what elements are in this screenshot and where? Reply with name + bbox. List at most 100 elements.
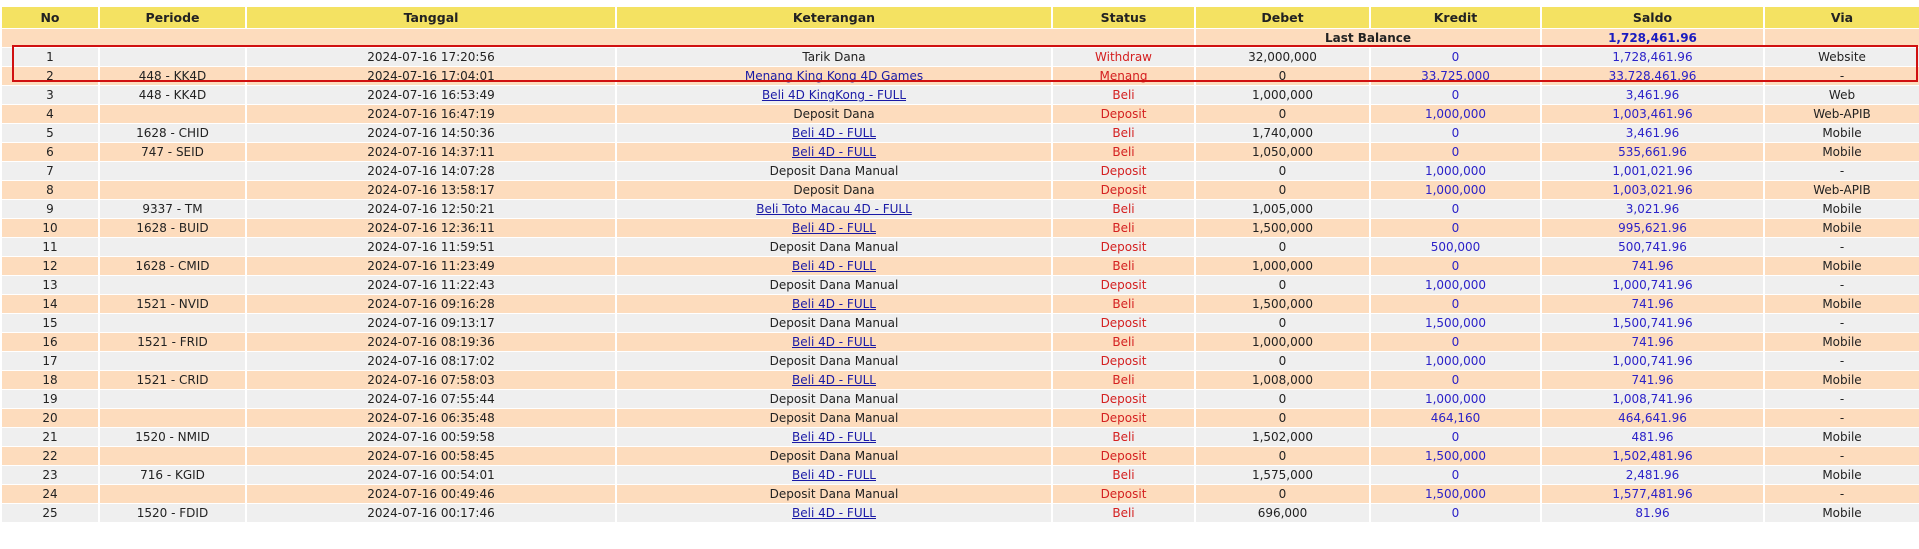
cell-via: Mobile [1765, 257, 1919, 275]
cell-status: Deposit [1053, 447, 1194, 465]
cell-keterangan: Deposit Dana Manual [617, 314, 1051, 332]
cell-via: - [1765, 352, 1919, 370]
cell-no: 14 [2, 295, 98, 313]
transaction-link[interactable]: Beli 4D KingKong - FULL [761, 88, 907, 102]
cell-via: Mobile [1765, 219, 1919, 237]
transaction-table: No Periode Tanggal Keterangan Status Debet Kre… [0, 6, 1919, 523]
table-row: 20 2024-07-16 06:35:48 Deposit Dana Manual… [2, 409, 1919, 427]
column-header-saldo[interactable]: Saldo [1542, 7, 1763, 28]
cell-tanggal: 2024-07-16 00:58:45 [247, 447, 615, 465]
cell-kredit: 0 [1371, 257, 1540, 275]
cell-keterangan: Deposit Dana Manual [617, 352, 1051, 370]
cell-tanggal: 2024-07-16 11:22:43 [247, 276, 615, 294]
transaction-link[interactable]: Beli 4D - FULL [792, 221, 876, 235]
cell-status: Withdraw [1053, 48, 1194, 66]
cell-kredit: 0 [1371, 200, 1540, 218]
cell-via: Mobile [1765, 428, 1919, 446]
cell-kredit: 1,000,000 [1371, 352, 1540, 370]
cell-no: 5 [2, 124, 98, 142]
cell-saldo: 535,661.96 [1542, 143, 1763, 161]
cell-saldo: 1,728,461.96 [1542, 48, 1763, 66]
cell-periode [100, 276, 245, 294]
cell-via: Web [1765, 86, 1919, 104]
column-header-status[interactable]: Status [1053, 7, 1194, 28]
cell-keterangan: Deposit Dana [617, 105, 1051, 123]
cell-tanggal: 2024-07-16 07:55:44 [247, 390, 615, 408]
cell-no: 18 [2, 371, 98, 389]
cell-keterangan: Deposit Dana Manual [617, 162, 1051, 180]
cell-status: Deposit [1053, 314, 1194, 332]
table-row: 11 2024-07-16 11:59:51 Deposit Dana Manual… [2, 238, 1919, 256]
cell-via: Web-APIB [1765, 181, 1919, 199]
cell-tanggal: 2024-07-16 14:50:36 [247, 124, 615, 142]
cell-tanggal: 2024-07-16 14:37:11 [247, 143, 615, 161]
cell-saldo: 995,621.96 [1542, 219, 1763, 237]
cell-keterangan: Beli 4D - FULL [617, 143, 1051, 161]
cell-status: Beli [1053, 466, 1194, 484]
cell-no: 17 [2, 352, 98, 370]
cell-keterangan: Deposit Dana Manual [617, 447, 1051, 465]
cell-kredit: 0 [1371, 333, 1540, 351]
cell-periode [100, 162, 245, 180]
table-row: 10 1628 - BUID 2024-07-16 12:36:11 Beli 4D … [2, 219, 1919, 237]
cell-debet: 1,740,000 [1196, 124, 1369, 142]
cell-no: 19 [2, 390, 98, 408]
cell-no: 12 [2, 257, 98, 275]
transaction-link[interactable]: Beli 4D - FULL [792, 297, 876, 311]
last-balance-label: Last Balance [1196, 29, 1540, 47]
cell-tanggal: 2024-07-16 14:07:28 [247, 162, 615, 180]
cell-periode: 9337 - TM [100, 200, 245, 218]
cell-debet: 0 [1196, 390, 1369, 408]
column-header-kredit[interactable]: Kredit [1371, 7, 1540, 28]
transaction-link[interactable]: Beli 4D - FULL [792, 335, 876, 349]
cell-saldo: 741.96 [1542, 333, 1763, 351]
cell-kredit: 1,500,000 [1371, 485, 1540, 503]
cell-kredit: 1,000,000 [1371, 276, 1540, 294]
column-header-via[interactable]: Via [1765, 7, 1919, 28]
cell-debet: 0 [1196, 352, 1369, 370]
cell-no: 1 [2, 48, 98, 66]
cell-tanggal: 2024-07-16 09:13:17 [247, 314, 615, 332]
cell-saldo: 81.96 [1542, 504, 1763, 522]
cell-kredit: 1,000,000 [1371, 181, 1540, 199]
cell-kredit: 0 [1371, 86, 1540, 104]
column-header-keterangan[interactable]: Keterangan [617, 7, 1051, 28]
cell-kredit: 0 [1371, 295, 1540, 313]
column-header-periode[interactable]: Periode [100, 7, 245, 28]
transaction-link[interactable]: Beli 4D - FULL [792, 506, 876, 520]
table-row: 25 1520 - FDID 2024-07-16 00:17:46 Beli 4D … [2, 504, 1919, 522]
cell-keterangan: Deposit Dana [617, 181, 1051, 199]
cell-keterangan: Beli 4D - FULL [617, 466, 1051, 484]
transaction-link[interactable]: Beli 4D - FULL [792, 373, 876, 387]
cell-keterangan: Beli 4D KingKong - FULL [617, 86, 1051, 104]
cell-status: Deposit [1053, 105, 1194, 123]
transaction-link[interactable]: Beli 4D - FULL [792, 259, 876, 273]
cell-no: 15 [2, 314, 98, 332]
transaction-link[interactable]: Beli 4D - FULL [792, 145, 876, 159]
table-row: 7 2024-07-16 14:07:28 Deposit Dana Manual D… [2, 162, 1919, 180]
column-header-no[interactable]: No [2, 7, 98, 28]
cell-periode [100, 390, 245, 408]
cell-keterangan: Menang King Kong 4D Games [617, 67, 1051, 85]
table-row: 12 1628 - CMID 2024-07-16 11:23:49 Beli 4D … [2, 257, 1919, 275]
transaction-link[interactable]: Beli 4D - FULL [792, 468, 876, 482]
column-header-tanggal[interactable]: Tanggal [247, 7, 615, 28]
cell-keterangan: Beli 4D - FULL [617, 124, 1051, 142]
cell-no: 10 [2, 219, 98, 237]
table-row: 19 2024-07-16 07:55:44 Deposit Dana Manual… [2, 390, 1919, 408]
cell-periode: 448 - KK4D [100, 67, 245, 85]
column-header-debet[interactable]: Debet [1196, 7, 1369, 28]
cell-kredit: 464,160 [1371, 409, 1540, 427]
transaction-link[interactable]: Beli 4D - FULL [792, 430, 876, 444]
table-header: No Periode Tanggal Keterangan Status Debet Kre… [2, 7, 1919, 28]
cell-via: Web-APIB [1765, 105, 1919, 123]
table-row: 1 2024-07-16 17:20:56 Tarik Dana Withdraw 32… [2, 48, 1919, 66]
cell-status: Deposit [1053, 181, 1194, 199]
cell-keterangan: Beli 4D - FULL [617, 504, 1051, 522]
cell-tanggal: 2024-07-16 00:54:01 [247, 466, 615, 484]
table-row: 15 2024-07-16 09:13:17 Deposit Dana Manual… [2, 314, 1919, 332]
transaction-link[interactable]: Beli 4D - FULL [792, 126, 876, 140]
transaction-link[interactable]: Menang King Kong 4D Games [744, 69, 924, 83]
cell-status: Deposit [1053, 390, 1194, 408]
transaction-link[interactable]: Beli Toto Macau 4D - FULL [756, 202, 912, 216]
